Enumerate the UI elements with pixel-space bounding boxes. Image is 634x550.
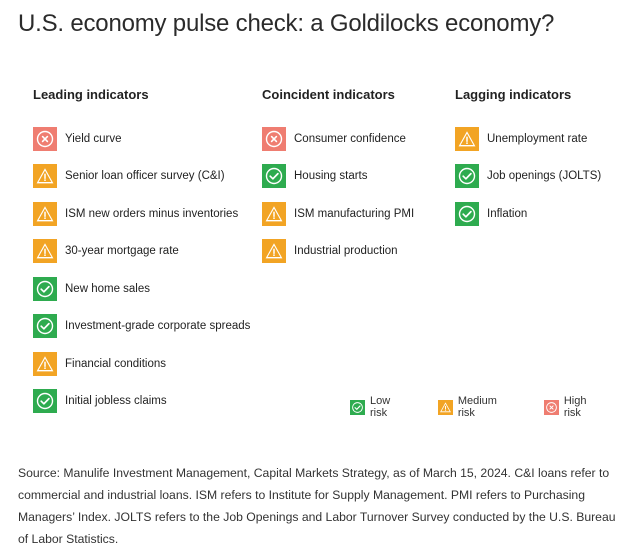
column-heading: Coincident indicators xyxy=(262,87,395,102)
warning-icon xyxy=(33,351,57,376)
legend-label: High risk xyxy=(563,395,587,419)
indicator-row: Senior loan officer survey (C&I) xyxy=(33,158,233,196)
indicator-row: ISM manufacturing PMI xyxy=(262,195,462,233)
check-circle-icon xyxy=(33,276,57,301)
column-heading: Lagging indicators xyxy=(455,87,572,102)
legend-item-low: Low risk xyxy=(350,395,408,419)
warning-icon xyxy=(262,201,286,226)
check-circle-icon xyxy=(33,389,57,414)
check-circle-icon xyxy=(455,164,479,189)
indicator-label: Housing starts xyxy=(294,170,368,183)
indicator-row: Investment-grade corporate spreads xyxy=(33,308,250,346)
check-circle-icon xyxy=(455,201,479,226)
indicator-row: New home sales xyxy=(33,270,233,308)
legend-label: Low risk xyxy=(370,395,391,419)
warning-icon xyxy=(33,164,57,189)
indicator-label: New home sales xyxy=(65,282,151,295)
indicator-label: Industrial production xyxy=(294,245,398,258)
indicator-label: Yield curve xyxy=(65,132,122,145)
indicator-label: Job openings (JOLTS) xyxy=(487,170,602,183)
check-circle-icon xyxy=(262,164,286,189)
warning-icon xyxy=(33,201,57,226)
coincident-indicators-column: Coincident indicators Consumer confidenc… xyxy=(262,86,462,270)
indicator-label: Initial jobless claims xyxy=(65,395,167,408)
indicator-row: Unemployment rate xyxy=(455,120,634,158)
indicator-label: Consumer confidence xyxy=(294,132,406,145)
source-note: Source: Manulife Investment Management, … xyxy=(18,466,616,546)
x-circle-icon xyxy=(33,126,57,151)
lagging-indicators-column: Lagging indicators Unemployment rate Job … xyxy=(455,86,634,233)
indicator-row: Inflation xyxy=(455,195,634,233)
indicator-label: 30-year mortgage rate xyxy=(65,245,179,258)
x-circle-icon xyxy=(543,399,559,415)
indicator-row: Consumer confidence xyxy=(262,120,462,158)
indicator-label: Senior loan officer survey (C&I) xyxy=(65,170,225,183)
page-title: U.S. economy pulse check: a Goldilocks e… xyxy=(18,10,555,37)
indicator-row: Financial conditions xyxy=(33,345,233,383)
column-heading: Leading indicators xyxy=(33,87,149,102)
legend-label: Medium risk xyxy=(457,395,497,419)
indicator-row: Initial jobless claims xyxy=(33,383,233,421)
indicator-label: ISM new orders minus inventories xyxy=(65,207,239,220)
warning-icon xyxy=(262,239,286,264)
risk-legend: Low risk Medium risk High risk xyxy=(350,395,634,419)
x-circle-icon xyxy=(262,126,286,151)
indicator-label: Inflation xyxy=(487,207,528,220)
legend-item-medium: Medium risk xyxy=(437,395,514,419)
check-circle-icon xyxy=(33,314,57,339)
legend-item-high: High risk xyxy=(543,395,604,419)
indicator-row: Industrial production xyxy=(262,233,462,271)
indicator-label: Unemployment rate xyxy=(487,132,588,145)
indicator-row: 30-year mortgage rate xyxy=(33,233,233,271)
indicator-row: ISM new orders minus inventories xyxy=(33,195,238,233)
indicator-row: Housing starts xyxy=(262,158,462,196)
indicator-label: Financial conditions xyxy=(65,357,167,370)
check-circle-icon xyxy=(350,399,365,415)
indicator-label: ISM manufacturing PMI xyxy=(294,207,415,220)
indicator-label: Investment-grade corporate spreads xyxy=(65,320,251,333)
leading-indicators-column: Leading indicators Yield curve Senior loa… xyxy=(33,86,250,421)
warning-icon xyxy=(33,239,57,264)
warning-icon xyxy=(455,126,479,151)
indicator-row: Yield curve xyxy=(33,120,233,158)
warning-icon xyxy=(437,399,453,415)
indicator-row: Job openings (JOLTS) xyxy=(455,158,634,196)
